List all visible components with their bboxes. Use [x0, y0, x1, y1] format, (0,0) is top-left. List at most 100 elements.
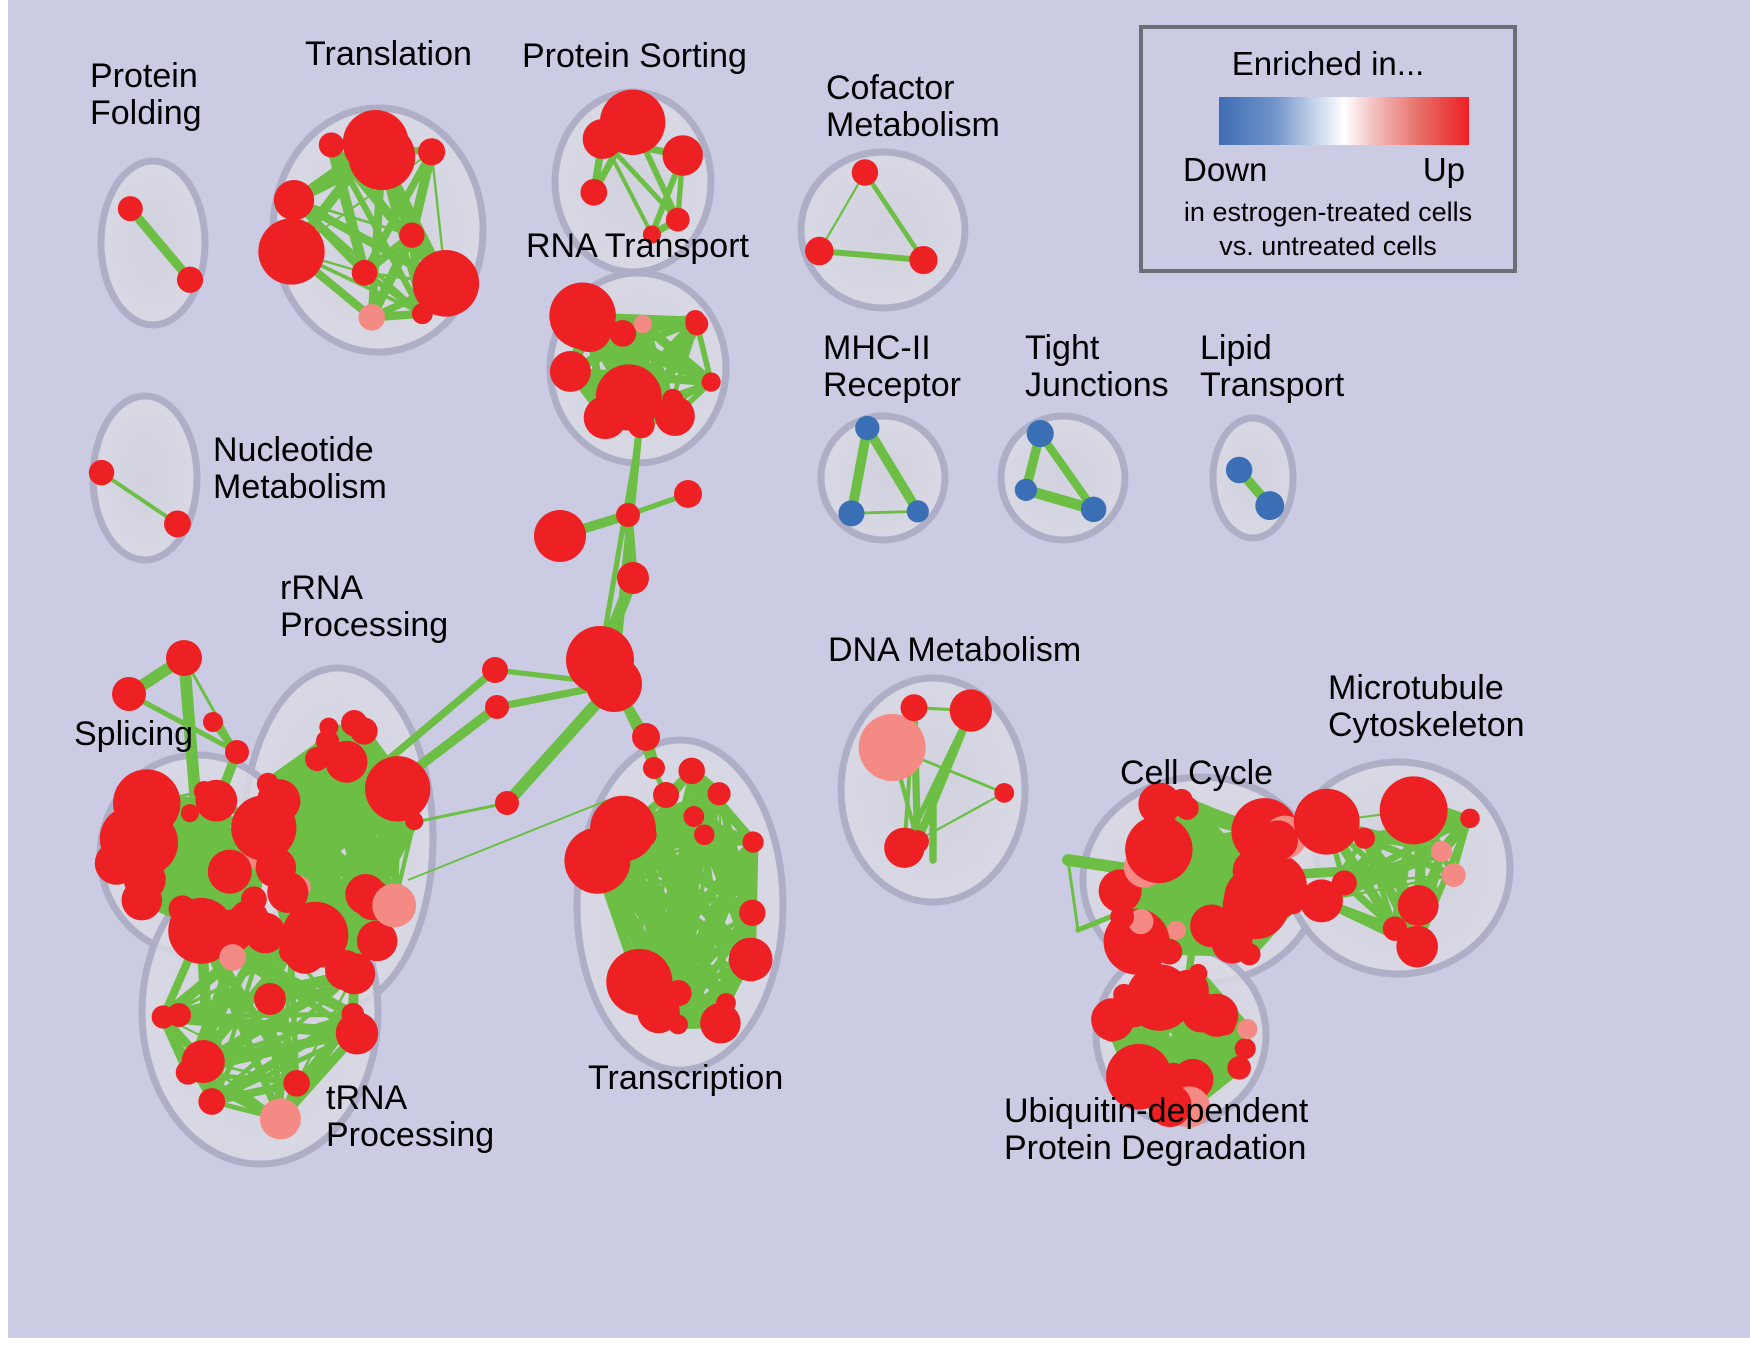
network-node[interactable]: [1026, 420, 1054, 448]
network-node[interactable]: [252, 839, 275, 863]
network-node[interactable]: [1379, 776, 1448, 845]
network-node[interactable]: [1430, 840, 1453, 862]
network-node[interactable]: [283, 1069, 310, 1097]
network-node[interactable]: [589, 840, 611, 863]
network-node[interactable]: [1234, 1038, 1256, 1060]
network-node[interactable]: [1215, 1015, 1236, 1036]
network-node[interactable]: [245, 912, 286, 954]
network-node[interactable]: [909, 245, 938, 275]
network-node[interactable]: [701, 372, 721, 392]
network-node[interactable]: [341, 1002, 365, 1026]
network-node[interactable]: [609, 320, 637, 347]
network-node[interactable]: [1225, 456, 1253, 484]
network-node[interactable]: [485, 695, 509, 719]
network-node[interactable]: [365, 756, 431, 822]
network-node[interactable]: [642, 225, 661, 244]
network-node[interactable]: [181, 1040, 225, 1084]
network-node[interactable]: [350, 717, 378, 745]
network-node[interactable]: [1157, 838, 1178, 860]
network-node[interactable]: [112, 677, 146, 711]
network-node[interactable]: [586, 656, 642, 712]
network-node[interactable]: [583, 396, 627, 440]
network-node[interactable]: [219, 944, 247, 971]
network-node[interactable]: [1257, 820, 1299, 861]
network-node[interactable]: [617, 562, 649, 594]
network-node[interactable]: [241, 886, 267, 913]
network-node[interactable]: [742, 831, 764, 853]
network-node[interactable]: [180, 804, 199, 823]
network-node[interactable]: [678, 757, 705, 785]
network-node[interactable]: [356, 920, 398, 962]
network-node[interactable]: [685, 309, 706, 330]
network-node[interactable]: [195, 779, 238, 822]
network-node[interactable]: [606, 948, 673, 1016]
network-node[interactable]: [1181, 992, 1222, 1033]
network-node[interactable]: [599, 89, 666, 156]
network-node[interactable]: [707, 782, 731, 806]
network-node[interactable]: [653, 782, 679, 808]
network-node[interactable]: [1188, 963, 1208, 983]
network-node[interactable]: [1166, 920, 1186, 940]
network-node[interactable]: [305, 746, 330, 772]
network-node[interactable]: [633, 314, 653, 334]
network-node[interactable]: [254, 983, 286, 1015]
network-node[interactable]: [176, 266, 204, 293]
network-node[interactable]: [1382, 916, 1408, 941]
network-node[interactable]: [549, 282, 616, 350]
network-node[interactable]: [643, 757, 665, 779]
network-node[interactable]: [700, 1002, 741, 1044]
network-node[interactable]: [279, 939, 304, 964]
network-node[interactable]: [906, 500, 929, 523]
network-node[interactable]: [851, 159, 879, 186]
network-node[interactable]: [630, 821, 657, 848]
network-node[interactable]: [358, 304, 386, 331]
network-node[interactable]: [858, 713, 926, 781]
network-node[interactable]: [1255, 491, 1285, 521]
network-node[interactable]: [121, 879, 163, 921]
network-node[interactable]: [203, 712, 223, 732]
network-node[interactable]: [207, 849, 252, 894]
network-node[interactable]: [418, 138, 446, 166]
network-node[interactable]: [168, 897, 235, 964]
network-node[interactable]: [198, 1088, 226, 1115]
network-node[interactable]: [342, 110, 409, 176]
network-node[interactable]: [994, 783, 1015, 803]
network-node[interactable]: [1014, 478, 1038, 502]
network-node[interactable]: [1227, 1056, 1251, 1080]
network-node[interactable]: [855, 415, 880, 441]
network-node[interactable]: [949, 689, 992, 732]
network-node[interactable]: [1138, 782, 1181, 826]
network-node[interactable]: [549, 350, 591, 392]
network-node[interactable]: [256, 772, 279, 795]
network-node[interactable]: [167, 1003, 191, 1027]
network-node[interactable]: [225, 740, 249, 764]
network-node[interactable]: [1353, 827, 1375, 849]
network-node[interactable]: [1441, 863, 1466, 888]
network-node[interactable]: [694, 824, 715, 845]
network-node[interactable]: [399, 222, 425, 248]
network-node[interactable]: [632, 723, 660, 751]
network-node[interactable]: [1460, 808, 1480, 829]
network-node[interactable]: [662, 135, 704, 176]
network-node[interactable]: [117, 196, 143, 222]
network-node[interactable]: [1299, 879, 1343, 923]
network-node[interactable]: [884, 827, 925, 868]
network-node[interactable]: [351, 259, 378, 286]
network-node[interactable]: [1411, 789, 1438, 816]
network-node[interactable]: [273, 179, 315, 221]
network-node[interactable]: [654, 396, 695, 436]
network-node[interactable]: [1397, 885, 1439, 926]
network-node[interactable]: [1080, 496, 1107, 523]
network-node[interactable]: [616, 503, 640, 527]
network-node[interactable]: [665, 207, 690, 232]
network-node[interactable]: [1190, 904, 1233, 948]
network-node[interactable]: [805, 236, 834, 266]
network-node[interactable]: [1224, 865, 1291, 933]
network-node[interactable]: [728, 937, 773, 982]
network-node[interactable]: [838, 500, 865, 527]
network-node[interactable]: [1128, 908, 1154, 935]
network-node[interactable]: [319, 717, 339, 737]
network-node[interactable]: [580, 178, 608, 206]
network-node[interactable]: [411, 303, 433, 325]
network-node[interactable]: [164, 510, 191, 538]
